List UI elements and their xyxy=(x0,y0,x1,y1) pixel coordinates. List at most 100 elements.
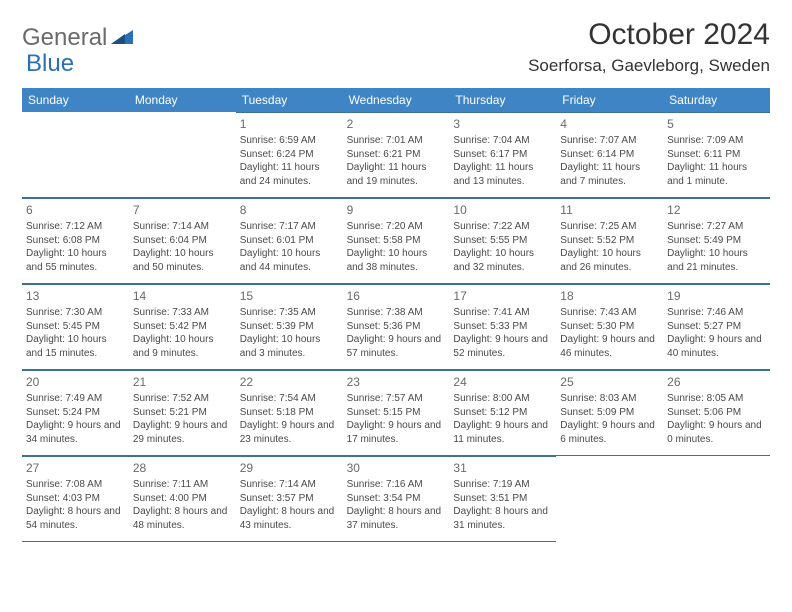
daylight-text: Daylight: 10 hours and 38 minutes. xyxy=(347,247,446,274)
sunset-text: Sunset: 5:21 PM xyxy=(133,406,232,420)
daylight-text: Daylight: 10 hours and 44 minutes. xyxy=(240,247,339,274)
sunset-text: Sunset: 5:30 PM xyxy=(560,320,659,334)
daylight-text: Daylight: 10 hours and 50 minutes. xyxy=(133,247,232,274)
daylight-text: Daylight: 9 hours and 46 minutes. xyxy=(560,333,659,360)
day-number: 3 xyxy=(453,116,552,132)
calendar-cell: 2Sunrise: 7:01 AMSunset: 6:21 PMDaylight… xyxy=(343,112,450,198)
sunrise-text: Sunrise: 7:30 AM xyxy=(26,306,125,320)
sunset-text: Sunset: 5:33 PM xyxy=(453,320,552,334)
day-number: 18 xyxy=(560,288,659,304)
calendar-grid: 1Sunrise: 6:59 AMSunset: 6:24 PMDaylight… xyxy=(22,112,770,542)
calendar-cell: 29Sunrise: 7:14 AMSunset: 3:57 PMDayligh… xyxy=(236,456,343,542)
sunrise-text: Sunrise: 7:14 AM xyxy=(133,220,232,234)
day-number: 6 xyxy=(26,202,125,218)
sunrise-text: Sunrise: 7:20 AM xyxy=(347,220,446,234)
sunrise-text: Sunrise: 8:00 AM xyxy=(453,392,552,406)
sunset-text: Sunset: 5:42 PM xyxy=(133,320,232,334)
day-number: 13 xyxy=(26,288,125,304)
calendar-cell: 14Sunrise: 7:33 AMSunset: 5:42 PMDayligh… xyxy=(129,284,236,370)
sunset-text: Sunset: 6:17 PM xyxy=(453,148,552,162)
calendar-cell xyxy=(663,456,770,542)
logo: General xyxy=(22,24,135,52)
calendar-cell: 1 Sunrise: 6:59 AMSunset: 6:24 PMDaylight… xyxy=(236,112,343,198)
day-number: 1 xyxy=(240,116,339,132)
sunrise-text: Sunrise: 6:59 AM xyxy=(240,134,339,148)
sunset-text: Sunset: 3:51 PM xyxy=(453,492,552,506)
daylight-text: Daylight: 9 hours and 40 minutes. xyxy=(667,333,766,360)
weekday-header: SundayMondayTuesdayWednesdayThursdayFrid… xyxy=(22,88,770,112)
sunset-text: Sunset: 5:24 PM xyxy=(26,406,125,420)
title-block: October 2024 Soerforsa, Gaevleborg, Swed… xyxy=(528,18,770,76)
calendar-cell: 7Sunrise: 7:14 AMSunset: 6:04 PMDaylight… xyxy=(129,198,236,284)
calendar-cell: 4Sunrise: 7:07 AMSunset: 6:14 PMDaylight… xyxy=(556,112,663,198)
daylight-text: Daylight: 9 hours and 11 minutes. xyxy=(453,419,552,446)
day-number: 22 xyxy=(240,374,339,390)
sunset-text: Sunset: 6:11 PM xyxy=(667,148,766,162)
calendar-cell xyxy=(129,112,236,198)
daylight-text: Daylight: 8 hours and 31 minutes. xyxy=(453,505,552,532)
daylight-text: Daylight: 10 hours and 3 minutes. xyxy=(240,333,339,360)
calendar-cell: 24Sunrise: 8:00 AMSunset: 5:12 PMDayligh… xyxy=(449,370,556,456)
sunset-text: Sunset: 5:39 PM xyxy=(240,320,339,334)
sunrise-text: Sunrise: 7:27 AM xyxy=(667,220,766,234)
day-number: 19 xyxy=(667,288,766,304)
sunset-text: Sunset: 6:08 PM xyxy=(26,234,125,248)
day-number: 27 xyxy=(26,460,125,476)
daylight-text: Daylight: 11 hours and 24 minutes. xyxy=(240,161,339,188)
daylight-text: Daylight: 10 hours and 15 minutes. xyxy=(26,333,125,360)
sunrise-text: Sunrise: 7:19 AM xyxy=(453,478,552,492)
calendar-cell: 19Sunrise: 7:46 AMSunset: 5:27 PMDayligh… xyxy=(663,284,770,370)
daylight-text: Daylight: 9 hours and 57 minutes. xyxy=(347,333,446,360)
daylight-text: Daylight: 8 hours and 54 minutes. xyxy=(26,505,125,532)
calendar-cell: 13Sunrise: 7:30 AMSunset: 5:45 PMDayligh… xyxy=(22,284,129,370)
day-number: 30 xyxy=(347,460,446,476)
sunrise-text: Sunrise: 7:52 AM xyxy=(133,392,232,406)
sunset-text: Sunset: 6:14 PM xyxy=(560,148,659,162)
weekday-label: Friday xyxy=(556,88,663,112)
day-number: 8 xyxy=(240,202,339,218)
sunset-text: Sunset: 5:18 PM xyxy=(240,406,339,420)
day-number: 4 xyxy=(560,116,659,132)
calendar-cell: 31 Sunrise: 7:19 AMSunset: 3:51 PMDayligh… xyxy=(449,456,556,542)
sunrise-text: Sunrise: 7:33 AM xyxy=(133,306,232,320)
sunrise-text: Sunrise: 7:01 AM xyxy=(347,134,446,148)
calendar-cell: 27Sunrise: 7:08 AMSunset: 4:03 PMDayligh… xyxy=(22,456,129,542)
logo-triangle-icon xyxy=(111,28,133,49)
day-number: 28 xyxy=(133,460,232,476)
day-number: 14 xyxy=(133,288,232,304)
calendar-cell: 11Sunrise: 7:25 AMSunset: 5:52 PMDayligh… xyxy=(556,198,663,284)
daylight-text: Daylight: 11 hours and 13 minutes. xyxy=(453,161,552,188)
day-number: 31 xyxy=(453,460,552,476)
calendar-cell: 26Sunrise: 8:05 AMSunset: 5:06 PMDayligh… xyxy=(663,370,770,456)
sunset-text: Sunset: 5:52 PM xyxy=(560,234,659,248)
calendar-cell: 20Sunrise: 7:49 AMSunset: 5:24 PMDayligh… xyxy=(22,370,129,456)
daylight-text: Daylight: 10 hours and 55 minutes. xyxy=(26,247,125,274)
sunrise-text: Sunrise: 7:14 AM xyxy=(240,478,339,492)
sunrise-text: Sunrise: 7:54 AM xyxy=(240,392,339,406)
sunset-text: Sunset: 4:00 PM xyxy=(133,492,232,506)
daylight-text: Daylight: 8 hours and 43 minutes. xyxy=(240,505,339,532)
sunrise-text: Sunrise: 7:35 AM xyxy=(240,306,339,320)
calendar-cell: 12Sunrise: 7:27 AMSunset: 5:49 PMDayligh… xyxy=(663,198,770,284)
sunrise-text: Sunrise: 7:17 AM xyxy=(240,220,339,234)
day-number: 25 xyxy=(560,374,659,390)
sunset-text: Sunset: 6:24 PM xyxy=(240,148,339,162)
sunrise-text: Sunrise: 7:38 AM xyxy=(347,306,446,320)
weekday-label: Saturday xyxy=(663,88,770,112)
sunrise-text: Sunrise: 7:04 AM xyxy=(453,134,552,148)
daylight-text: Daylight: 11 hours and 19 minutes. xyxy=(347,161,446,188)
daylight-text: Daylight: 9 hours and 29 minutes. xyxy=(133,419,232,446)
daylight-text: Daylight: 10 hours and 32 minutes. xyxy=(453,247,552,274)
calendar-cell: 3 Sunrise: 7:04 AMSunset: 6:17 PMDaylight… xyxy=(449,112,556,198)
calendar-cell: 9Sunrise: 7:20 AMSunset: 5:58 PMDaylight… xyxy=(343,198,450,284)
day-number: 7 xyxy=(133,202,232,218)
day-number: 17 xyxy=(453,288,552,304)
daylight-text: Daylight: 10 hours and 26 minutes. xyxy=(560,247,659,274)
sunrise-text: Sunrise: 7:49 AM xyxy=(26,392,125,406)
calendar-cell: 22Sunrise: 7:54 AMSunset: 5:18 PMDayligh… xyxy=(236,370,343,456)
calendar-cell xyxy=(22,112,129,198)
weekday-label: Monday xyxy=(129,88,236,112)
sunset-text: Sunset: 5:09 PM xyxy=(560,406,659,420)
header: General October 2024 Soerforsa, Gaevlebo… xyxy=(22,18,770,76)
sunset-text: Sunset: 5:58 PM xyxy=(347,234,446,248)
